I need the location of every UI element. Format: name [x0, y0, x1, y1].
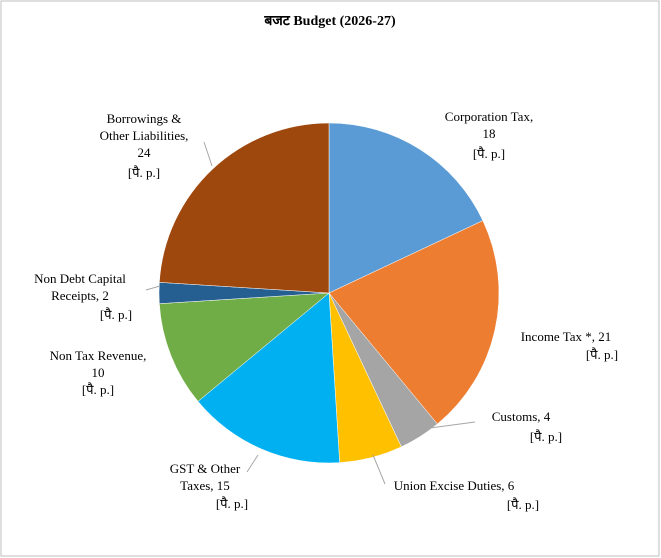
unit-label: [पै. p.] [128, 165, 160, 180]
pie-slice [159, 292, 330, 402]
data-label: 24 [138, 145, 152, 160]
data-label: Corporation Tax, [445, 109, 533, 124]
unit-label: [पै. p.] [82, 382, 114, 397]
leader-line [429, 421, 476, 429]
unit-label: [पै. p.] [100, 307, 132, 322]
data-label: Non Tax Revenue, [50, 348, 147, 363]
data-label: 10 [92, 365, 105, 380]
leader-line [372, 454, 386, 485]
leader-line [145, 285, 161, 291]
data-label: 18 [483, 126, 496, 141]
data-label: Other Liabilities, [100, 128, 189, 143]
pie-slice [159, 122, 330, 294]
leader-line [246, 454, 259, 473]
leader-line [203, 141, 213, 167]
pie-slice [197, 292, 340, 464]
data-label: Customs, 4 [492, 409, 551, 424]
unit-label: [पै. p.] [586, 347, 618, 362]
data-label: Union Excise Duties, 6 [394, 478, 515, 493]
unit-label: [पै. p.] [507, 497, 539, 512]
pie-slice [328, 220, 500, 425]
chart-title: बजट Budget (2026-27) [263, 14, 396, 29]
data-label: Borrowings & [107, 111, 182, 126]
data-label: Receipts, 2 [51, 288, 109, 303]
pie-slice [328, 122, 484, 294]
data-label: Taxes, 15 [180, 478, 230, 493]
unit-label: [पै. p.] [473, 146, 505, 161]
data-label: GST & Other [170, 461, 241, 476]
data-label: Non Debt Capital [34, 271, 126, 286]
unit-label: [पै. p.] [530, 429, 562, 444]
unit-label: [पै. p.] [216, 496, 248, 511]
data-label: Income Tax *, 21 [521, 329, 612, 344]
